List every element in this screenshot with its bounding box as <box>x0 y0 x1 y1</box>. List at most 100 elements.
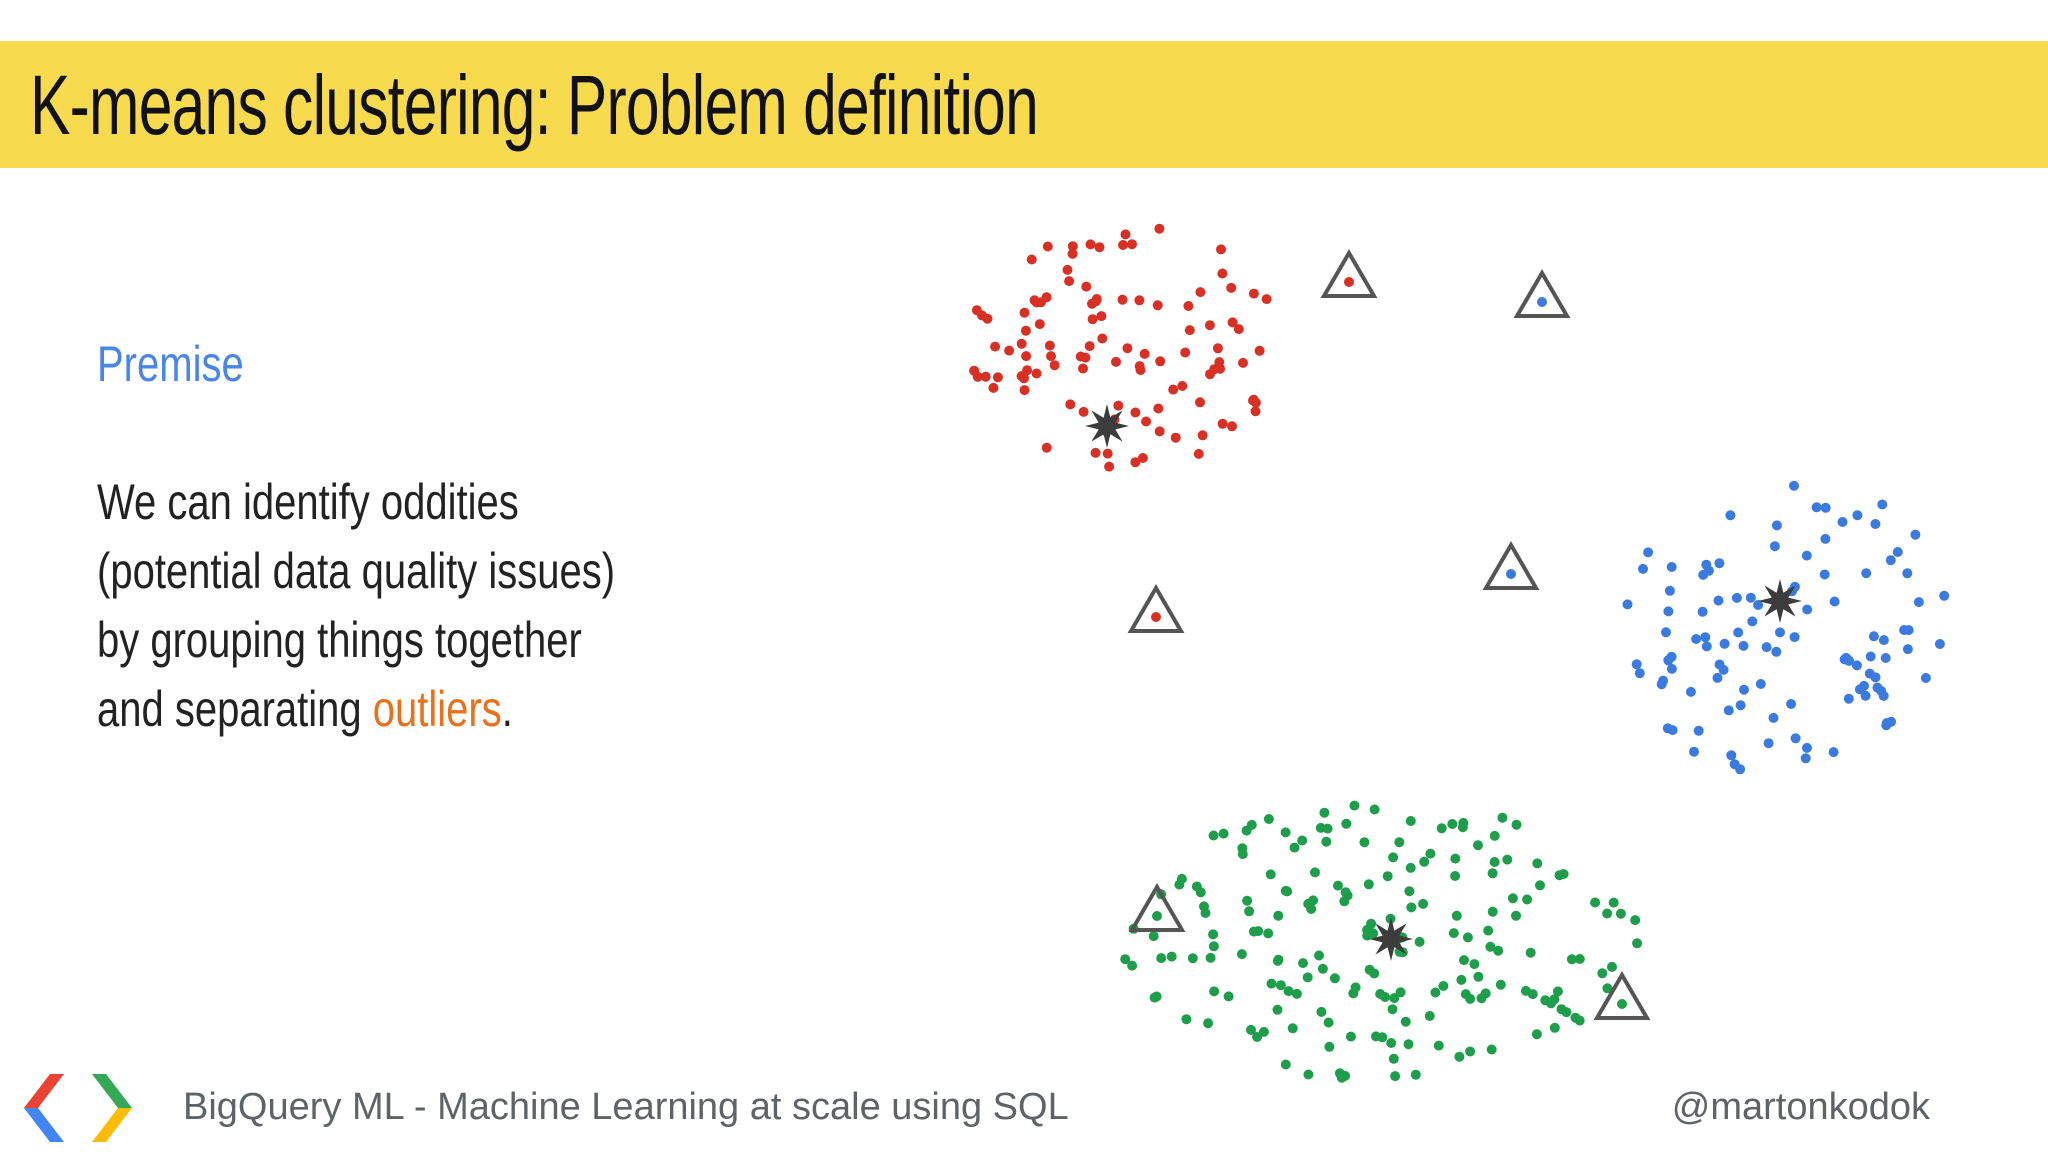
green-cluster-point <box>1607 961 1617 972</box>
red-cluster-point <box>1177 381 1188 391</box>
red-cluster-point <box>1029 295 1040 306</box>
green-cluster-point <box>1615 908 1626 919</box>
blue-cluster-point <box>1735 764 1746 775</box>
green-centroid-icon <box>1369 917 1413 961</box>
green-cluster-point <box>1209 986 1220 997</box>
blue-cluster-point <box>1789 632 1800 643</box>
red-cluster-point <box>1134 295 1145 306</box>
green-cluster-point <box>1359 837 1370 848</box>
red-cluster-point <box>1137 453 1148 463</box>
green-cluster-point <box>1208 830 1219 841</box>
red-cluster-point <box>1042 241 1053 252</box>
red-cluster-point <box>1102 448 1113 459</box>
green-cluster-point <box>1608 897 1619 908</box>
red-cluster-point <box>1248 288 1259 299</box>
green-cluster-point <box>1497 812 1508 823</box>
blue-cluster-point <box>1697 606 1708 617</box>
green-cluster-point <box>1280 885 1291 896</box>
green-cluster-point <box>1493 945 1504 956</box>
blue-cluster-point <box>1761 642 1772 653</box>
red-cluster-point <box>1062 264 1073 275</box>
red-cluster-point <box>1097 333 1108 344</box>
red-cluster-point <box>1031 368 1042 379</box>
red-cluster-point <box>1180 347 1191 358</box>
green-cluster-point <box>1549 994 1560 1005</box>
red-cluster-point <box>1248 394 1259 405</box>
blue-cluster-point <box>1712 672 1723 683</box>
blue-cluster-point <box>1800 753 1811 764</box>
green-cluster-point <box>1419 856 1430 867</box>
green-cluster-point <box>1465 1046 1476 1057</box>
red-cluster-point <box>1127 239 1137 250</box>
red-cluster-point <box>1141 416 1152 427</box>
body-line-4-prefix: and separating <box>97 681 373 737</box>
red-cluster-point <box>1019 385 1030 396</box>
red-cluster-point <box>1091 294 1102 304</box>
blue-cluster-point <box>1861 568 1872 579</box>
blue-cluster-point <box>1723 705 1734 716</box>
green-cluster-point <box>1272 955 1283 966</box>
blue-cluster-point <box>1733 627 1744 638</box>
blue-cluster-point <box>1880 653 1891 663</box>
red-cluster-point <box>1217 268 1228 279</box>
premise-body: We can identify oddities (potential data… <box>97 468 615 744</box>
blue-cluster-point <box>1870 519 1881 529</box>
green-cluster-point <box>1400 1016 1411 1027</box>
green-cluster-point <box>1203 1018 1214 1029</box>
green-cluster-point <box>1303 898 1314 909</box>
green-cluster-point <box>1630 915 1641 926</box>
blue-cluster-point <box>1843 693 1854 704</box>
blue-cluster-point <box>1775 627 1785 638</box>
red-outlier-triangle-icon <box>1127 584 1185 633</box>
red-cluster-point <box>1049 360 1060 371</box>
red-cluster-point <box>1034 319 1045 330</box>
green-cluster-point <box>1531 1029 1542 1040</box>
red-cluster-point <box>1183 301 1194 311</box>
blue-cluster-point <box>1920 673 1931 683</box>
red-cluster-point <box>1195 397 1205 408</box>
blue-cluster-point <box>1663 606 1674 617</box>
blue-cluster-point <box>1634 668 1645 679</box>
blue-cluster-point <box>1771 646 1782 657</box>
green-cluster-point <box>1265 869 1276 880</box>
blue-cluster-point <box>1739 684 1749 695</box>
blue-centroid-icon <box>1758 579 1802 623</box>
green-cluster-point <box>1205 952 1216 963</box>
red-cluster-point <box>1065 399 1076 410</box>
blue-cluster-point <box>1885 555 1896 566</box>
green-cluster-point <box>1363 879 1374 890</box>
green-cluster-point <box>1430 987 1441 998</box>
blue-cluster-point <box>1881 718 1892 729</box>
red-cluster-point <box>1046 351 1056 362</box>
green-cluster-point <box>1450 871 1461 881</box>
green-cluster-point <box>1149 992 1160 1003</box>
green-cluster-point <box>1302 972 1313 983</box>
green-cluster-point <box>1319 807 1330 818</box>
green-cluster-point <box>1298 958 1308 969</box>
green-cluster-point <box>1394 837 1405 848</box>
red-centroid-icon <box>1085 404 1129 448</box>
green-cluster-point <box>1447 819 1458 829</box>
blue-cluster-point <box>1902 568 1913 579</box>
blue-cluster-point <box>1726 750 1737 761</box>
red-cluster-point <box>1078 363 1088 374</box>
green-cluster-point <box>1395 987 1406 998</box>
blue-cluster-point <box>1714 558 1725 569</box>
blue-cluster-point <box>1631 659 1642 670</box>
green-cluster-point <box>1336 1072 1347 1083</box>
blue-cluster-point <box>1860 690 1871 701</box>
red-cluster-point <box>1250 406 1261 417</box>
red-cluster-point <box>1094 242 1105 253</box>
green-cluster-point <box>1388 1053 1399 1064</box>
green-cluster-point <box>1450 853 1461 864</box>
green-cluster-point <box>1473 840 1483 851</box>
red-cluster-point <box>1104 461 1115 472</box>
green-cluster-point <box>1487 906 1498 917</box>
green-cluster-point <box>1511 910 1521 921</box>
green-cluster-point <box>1317 963 1328 974</box>
red-cluster-point <box>1154 223 1165 234</box>
green-cluster-point <box>1454 1051 1465 1062</box>
green-cluster-point <box>1527 989 1538 1000</box>
red-cluster-point <box>1087 314 1098 325</box>
red-cluster-point <box>1085 239 1096 250</box>
